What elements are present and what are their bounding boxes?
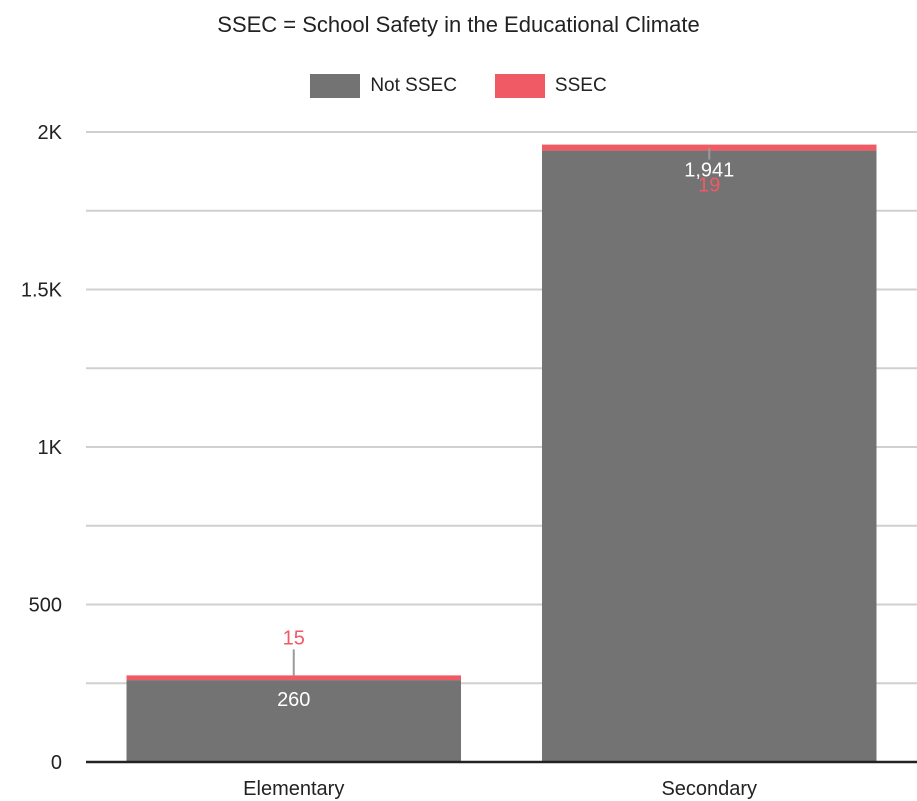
bar-segment-ssec	[126, 675, 461, 681]
bar-segment-not-ssec	[542, 150, 877, 762]
legend-item-ssec[interactable]: SSEC	[494, 74, 607, 98]
x-category-label: Elementary	[243, 778, 344, 800]
legend-item-not-ssec[interactable]: Not SSEC	[310, 74, 457, 98]
y-tick-label: 0	[51, 752, 62, 774]
y-tick-label: 1.5K	[21, 280, 63, 302]
data-label-not-ssec: 1,941	[684, 160, 734, 182]
x-category-label: Secondary	[661, 778, 757, 800]
y-tick-label: 2K	[38, 122, 63, 144]
legend-swatch-not-ssec	[310, 74, 361, 98]
data-label-not-ssec: 260	[277, 689, 310, 711]
legend: Not SSEC SSEC	[0, 74, 917, 98]
legend-swatch-ssec	[494, 74, 545, 98]
legend-label-not-ssec: Not SSEC	[370, 75, 457, 96]
chart-title: SSEC = School Safety in the Educational …	[217, 12, 700, 37]
bar-segment-not-ssec	[126, 680, 461, 762]
y-tick-label: 500	[29, 595, 62, 617]
data-label-ssec: 19	[698, 175, 720, 197]
y-tick-label: 1K	[38, 437, 63, 459]
legend-label-ssec: SSEC	[554, 75, 607, 96]
data-label-ssec: 15	[283, 627, 305, 649]
